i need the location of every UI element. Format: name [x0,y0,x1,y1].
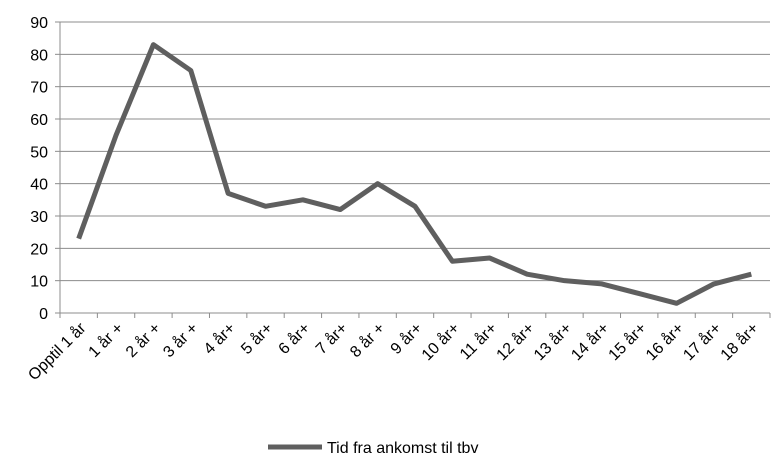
x-tick-label: 8 år + [346,319,388,361]
x-tick-label: 4 år+ [200,319,239,358]
x-tick-label: 18 år+ [717,319,762,364]
x-tick-label: 6 år+ [275,319,314,358]
x-tick-label: 1 år + [85,319,127,361]
y-tick-label: 90 [30,15,48,32]
gridlines [60,21,770,282]
x-tick-label: 5 år+ [238,319,277,358]
y-tick-label: 0 [39,306,48,323]
y-tick-label: 10 [30,274,48,291]
x-tick-label: 2 år + [122,319,164,361]
y-tick-label: 50 [30,144,48,161]
x-tick-label: 16 år+ [642,319,687,364]
y-axis-ticks: 0 10 20 30 40 50 60 70 80 90 [30,15,48,323]
x-tick-label: 10 år+ [418,319,463,364]
y-tick-label: 40 [30,177,48,194]
y-tick-label: 60 [30,112,48,129]
x-tick-label: 15 år+ [605,319,650,364]
x-tick-label: 11 år+ [456,319,500,363]
x-tick-label: 3 år + [160,319,202,361]
x-tick-label: 14 år+ [568,319,613,364]
legend-label: Tid fra ankomst til tbv [327,440,478,456]
x-tick-label: 12 år+ [493,319,538,364]
x-tick-label: 17 år+ [680,319,725,364]
x-tick-label: 7 år+ [312,319,351,358]
y-tick-label: 80 [30,47,48,64]
y-tick-label: 30 [30,209,48,226]
y-tick-label: 70 [30,80,48,97]
series-line [76,42,752,306]
legend: Tid fra ankomst til tbv [268,440,478,456]
x-tick-label: Opptil 1 år [25,319,90,384]
x-axis-ticks: Opptil 1 år1 år +2 år +3 år +4 år+ 5 år+ 6… [25,319,763,384]
y-tick-label: 20 [30,241,48,258]
x-tick-label: 13 år+ [530,319,575,364]
axes [55,21,771,318]
series-group [76,42,752,306]
